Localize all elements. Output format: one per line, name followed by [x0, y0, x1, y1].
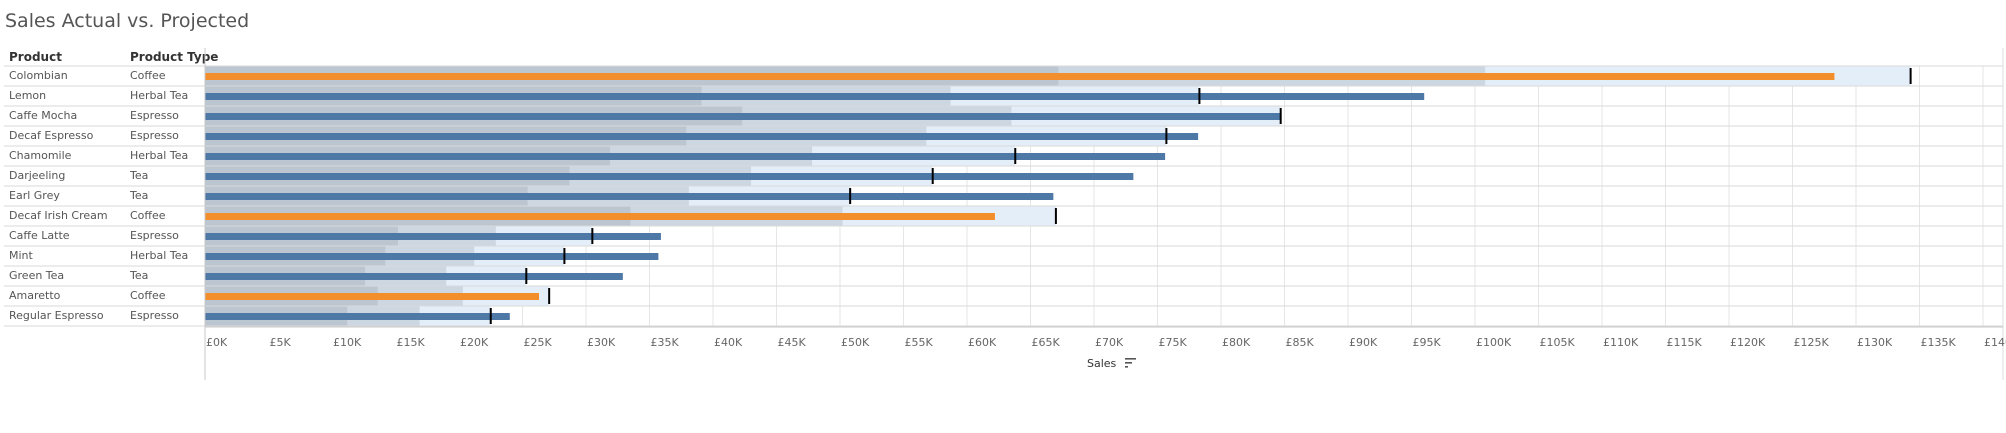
product-label[interactable]: Colombian [9, 69, 68, 82]
x-tick-label: £50K [841, 336, 870, 349]
x-tick-label: £0K [206, 336, 228, 349]
product-type-label[interactable]: Herbal Tea [130, 249, 189, 262]
product-label[interactable]: Caffe Latte [9, 229, 70, 242]
product-label[interactable]: Caffe Mocha [9, 109, 78, 122]
actual-sales-bar[interactable] [205, 253, 659, 260]
product-label[interactable]: Chamomile [9, 149, 72, 162]
product-label[interactable]: Green Tea [9, 269, 65, 282]
product-type-label[interactable]: Tea [130, 169, 149, 182]
actual-sales-bar[interactable] [205, 133, 1199, 140]
chart-title: Sales Actual vs. Projected [5, 10, 250, 32]
actual-sales-bar[interactable] [205, 273, 623, 280]
x-tick-label: £40K [714, 336, 743, 349]
x-tick-label: £70K [1095, 336, 1124, 349]
x-tick-label: £125K [1794, 336, 1830, 349]
product-type-label[interactable]: Tea [130, 269, 149, 282]
x-tick-label: £55K [905, 336, 934, 349]
product-type-label[interactable]: Coffee [130, 69, 166, 82]
x-tick-label: £15K [397, 336, 426, 349]
product-label[interactable]: Decaf Irish Cream [9, 209, 108, 222]
x-tick-label: £10K [333, 336, 362, 349]
product-label[interactable]: Mint [9, 249, 33, 262]
actual-sales-bar[interactable] [205, 173, 1134, 180]
actual-sales-bar[interactable] [205, 233, 661, 240]
x-tick-label: £60K [968, 336, 997, 349]
product-type-column-header[interactable]: Product Type [130, 50, 219, 64]
actual-sales-bar[interactable] [205, 113, 1281, 120]
product-type-label[interactable]: Tea [130, 189, 149, 202]
x-tick-label: £5K [270, 336, 292, 349]
product-type-label[interactable]: Espresso [130, 309, 179, 322]
x-tick-label: £65K [1032, 336, 1061, 349]
product-label[interactable]: Regular Espresso [9, 309, 104, 322]
product-type-label[interactable]: Coffee [130, 209, 166, 222]
actual-sales-bar[interactable] [205, 293, 540, 300]
product-label[interactable]: Amaretto [9, 289, 61, 302]
product-label[interactable]: Decaf Espresso [9, 129, 94, 142]
x-tick-label: £85K [1286, 336, 1315, 349]
actual-sales-bar[interactable] [205, 313, 510, 320]
x-tick-label: £45K [778, 336, 807, 349]
product-column-header[interactable]: Product [9, 50, 62, 64]
x-tick-label: £30K [587, 336, 616, 349]
x-tick-label: £25K [524, 336, 553, 349]
product-type-label[interactable]: Espresso [130, 229, 179, 242]
product-type-label[interactable]: Herbal Tea [130, 149, 189, 162]
product-type-label[interactable]: Espresso [130, 109, 179, 122]
x-axis-title: Sales [1087, 357, 1117, 370]
x-tick-label: £110K [1603, 336, 1639, 349]
x-tick-label: £130K [1857, 336, 1893, 349]
x-tick-label: £35K [651, 336, 680, 349]
x-tick-label: £20K [460, 336, 489, 349]
product-type-label[interactable]: Espresso [130, 129, 179, 142]
product-label[interactable]: Earl Grey [9, 189, 60, 202]
sort-descending-icon[interactable] [1125, 358, 1137, 368]
x-tick-label: £140K [1984, 336, 2006, 349]
x-tick-label: £95K [1413, 336, 1442, 349]
product-type-label[interactable]: Herbal Tea [130, 89, 189, 102]
actual-sales-bar[interactable] [205, 193, 1054, 200]
product-label[interactable]: Lemon [9, 89, 47, 102]
actual-sales-bar[interactable] [205, 93, 1425, 100]
x-tick-label: £75K [1159, 336, 1188, 349]
x-tick-label: £90K [1349, 336, 1378, 349]
x-tick-label: £135K [1921, 336, 1957, 349]
x-tick-label: £80K [1222, 336, 1251, 349]
actual-sales-bar[interactable] [205, 73, 1835, 80]
product-label[interactable]: Darjeeling [9, 169, 66, 182]
x-tick-label: £105K [1540, 336, 1576, 349]
actual-sales-bar[interactable] [205, 213, 995, 220]
x-tick-label: £120K [1730, 336, 1766, 349]
product-type-label[interactable]: Coffee [130, 289, 166, 302]
x-tick-label: £100K [1476, 336, 1512, 349]
actual-sales-bar[interactable] [205, 153, 1166, 160]
x-tick-label: £115K [1667, 336, 1703, 349]
